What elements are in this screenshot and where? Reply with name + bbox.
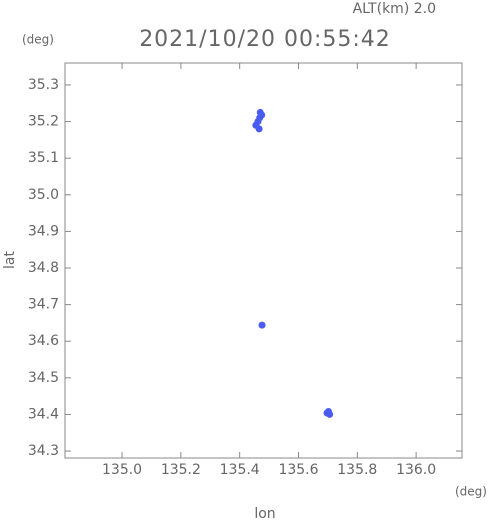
x-unit: (deg) <box>455 485 487 499</box>
plot-frame <box>64 62 463 459</box>
y-tick-label: 34.6 <box>28 333 59 349</box>
x-tick-label: 136.0 <box>396 462 436 478</box>
subtitle: ALT(km) 2.0 <box>353 1 436 17</box>
x-tick-label: 135.2 <box>161 462 201 478</box>
y-tick-label: 34.4 <box>28 406 59 422</box>
y-tick-label: 34.3 <box>28 443 59 459</box>
x-label: lon <box>254 506 275 521</box>
x-tick-label: 135.0 <box>102 462 142 478</box>
x-tick-label: 135.8 <box>337 462 377 478</box>
y-tick-label: 35.0 <box>28 187 59 203</box>
y-tick-label: 34.9 <box>28 223 59 239</box>
y-tick-label: 34.7 <box>28 297 59 313</box>
y-tick-label: 34.8 <box>28 260 59 276</box>
y-tick-label: 35.1 <box>28 150 59 166</box>
x-tick-label: 135.6 <box>278 462 318 478</box>
y-tick-label: 34.5 <box>28 370 59 386</box>
echo-point <box>258 321 266 329</box>
x-tick-label: 135.4 <box>220 462 260 478</box>
echo-point <box>255 125 263 133</box>
echo-point <box>256 108 264 116</box>
y-unit: (deg) <box>22 33 54 47</box>
y-tick-label: 35.2 <box>28 114 59 130</box>
y-tick-label: 35.3 <box>28 77 59 93</box>
chart-title: 2021/10/20 00:55:42 <box>139 27 391 52</box>
echo-point <box>326 410 334 418</box>
y-label: lat <box>2 251 18 269</box>
